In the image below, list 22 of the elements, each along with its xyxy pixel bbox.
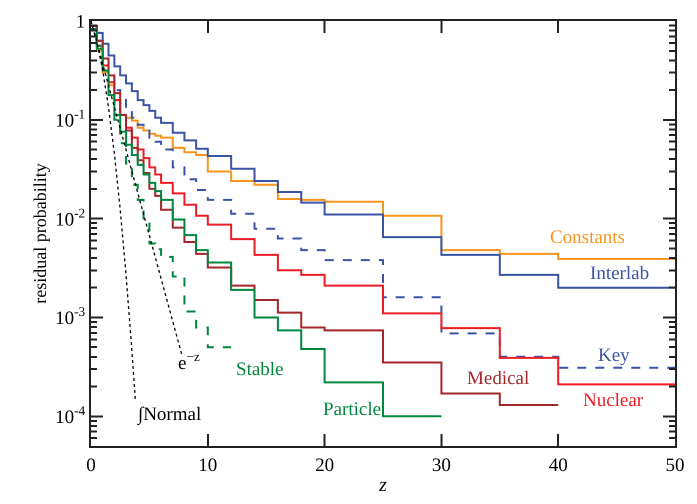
- x-tick-label: 10: [198, 454, 218, 476]
- series-label: Particle: [323, 399, 382, 420]
- x-tick-label: 0: [86, 454, 96, 476]
- series-label: Constants: [550, 227, 625, 248]
- y-tick-label: 10$^{-4}$: [55, 402, 86, 428]
- x-axis-title: z: [378, 474, 388, 496]
- x-tick-label: 50: [666, 454, 684, 476]
- series-label: e$^{−z}$: [178, 349, 200, 374]
- series-label: Medical: [467, 368, 530, 389]
- y-tick-label: 10$^{-2}$: [55, 205, 86, 230]
- series-label: Key: [598, 345, 630, 366]
- x-tick-label: 40: [548, 454, 568, 476]
- y-tick-label: 10$^{-1}$: [55, 106, 86, 132]
- x-tick-label: 30: [432, 454, 451, 476]
- y-tick-label: 1: [76, 12, 86, 33]
- y-axis-title: residual probability: [30, 163, 50, 304]
- series-label: Stable: [236, 359, 284, 380]
- y-tick-label: 10$^{-3}$: [55, 304, 86, 330]
- series-label: ∫Normal: [137, 404, 202, 426]
- series-label: Interlab: [590, 263, 650, 284]
- x-tick-label: 20: [315, 454, 334, 476]
- series-label: Nuclear: [583, 390, 644, 411]
